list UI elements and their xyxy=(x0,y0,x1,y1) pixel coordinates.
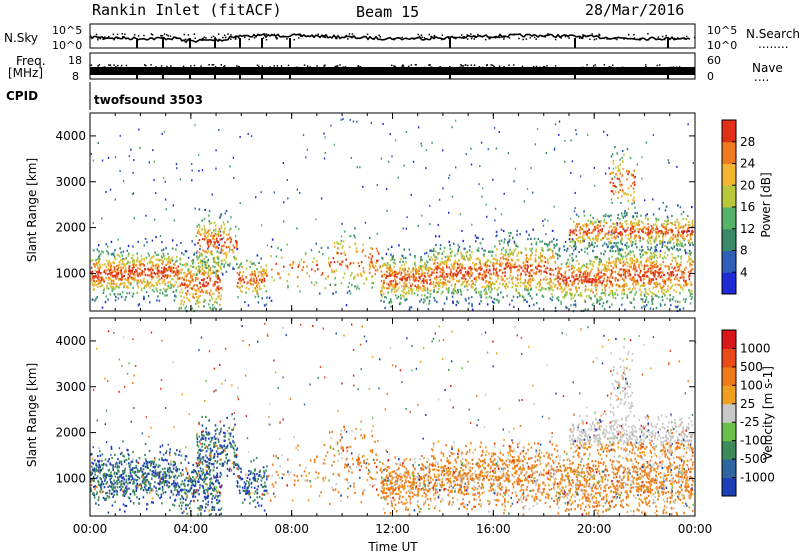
nave-dots: .... xyxy=(754,70,769,84)
beam-label: Beam 15 xyxy=(356,3,419,21)
power-panel: 1000 2000 3000 4000 Slant Range [km] 4 8 12 16… xyxy=(25,112,773,313)
freq-label-line1: Freq. xyxy=(16,54,46,68)
freq-right-top-tick: 60 xyxy=(707,54,721,67)
colorbar-tick-label: 4 xyxy=(740,265,748,279)
freq-right-bottom-tick: 0 xyxy=(707,70,714,83)
colorbar-segment xyxy=(722,385,736,405)
colorbar-tick-label: 28 xyxy=(740,135,755,149)
colorbar-segment xyxy=(722,207,736,230)
freq-trace xyxy=(90,64,695,79)
power-scatter xyxy=(90,118,694,313)
noise-right-top-tick: 10^5 xyxy=(707,24,737,37)
nsky-label: N.Sky xyxy=(4,31,38,45)
colorbar-segment xyxy=(722,272,736,295)
colorbar-tick-label: 1000 xyxy=(740,341,771,355)
freq-panel: Freq. [MHz] 18 8 60 0 Nave .... xyxy=(8,52,783,84)
noise-right-bottom-tick: 10^0 xyxy=(707,39,737,52)
range-tick-label: 4000 xyxy=(55,129,86,143)
colorbar-segment xyxy=(722,440,736,460)
colorbar-tick-label: 100 xyxy=(740,378,763,392)
colorbar-tick-label: 12 xyxy=(740,222,755,236)
colorbar-tick-label: 25 xyxy=(740,397,755,411)
colorbar-tick-label: 8 xyxy=(740,244,748,258)
noise-left-top-tick: 10^5 xyxy=(52,24,82,37)
freq-left-bottom-tick: 8 xyxy=(72,70,79,83)
colorbar-segment xyxy=(722,163,736,186)
noise-left-bottom-tick: 10^0 xyxy=(52,39,82,52)
velocity-ylabel: Slant Range [km] xyxy=(25,363,39,467)
nsearch-label: N.Search xyxy=(746,27,800,41)
time-tick-label: 00:00 xyxy=(678,522,713,536)
velocity-y-ticks: 1000 2000 3000 4000 xyxy=(55,334,695,485)
colorbar-segment xyxy=(722,185,736,208)
colorbar-segment xyxy=(722,141,736,164)
noise-panel: N.Sky 10^5 10^0 10^5 10^0 N.Search .....… xyxy=(4,23,800,52)
velocity-scatter xyxy=(90,322,697,518)
colorbar-segment xyxy=(722,348,736,368)
colorbar-segment xyxy=(722,228,736,251)
range-tick-label: 3000 xyxy=(55,175,86,189)
time-tick-label: 12:00 xyxy=(375,522,410,536)
time-tick-label: 16:00 xyxy=(476,522,511,536)
cpid-row: CPID twofsound 3503 xyxy=(6,82,203,110)
power-y-ticks: 1000 2000 3000 4000 xyxy=(55,129,695,280)
power-cbar-label: Power [dB] xyxy=(759,172,773,237)
range-tick-label: 1000 xyxy=(55,266,86,280)
time-tick-label: 04:00 xyxy=(174,522,209,536)
velocity-panel: 1000 2000 3000 4000 Slant Range [km] 1000 50… xyxy=(25,317,775,518)
freq-left-top-tick: 18 xyxy=(68,54,82,67)
colorbar-segment xyxy=(722,422,736,442)
nsearch-dots: ........ xyxy=(758,37,789,51)
time-axis-label: Time UT xyxy=(367,540,418,554)
range-tick-label: 4000 xyxy=(55,334,86,348)
colorbar-segment xyxy=(722,250,736,273)
velocity-colorbar: 1000 500 100 25 -25 -100 -500 -1000 xyxy=(721,329,775,497)
date-label: 28/Mar/2016 xyxy=(585,1,684,19)
colorbar-tick-label: 24 xyxy=(740,157,755,171)
colorbar-segment xyxy=(722,366,736,386)
colorbar-segment xyxy=(722,403,736,423)
range-tick-label: 1000 xyxy=(55,471,86,485)
cpid-label: CPID xyxy=(6,89,38,103)
time-tick-label: 08:00 xyxy=(274,522,309,536)
power-ylabel: Slant Range [km] xyxy=(25,158,39,262)
colorbar-tick-label: 16 xyxy=(740,200,755,214)
colorbar-tick-label: -100 xyxy=(740,434,767,448)
time-axis: 00:00 04:00 08:00 12:00 16:00 20:00 00:00 xyxy=(73,113,713,536)
colorbar-tick-label: -1000 xyxy=(740,471,775,485)
site-title: Rankin Inlet (fitACF) xyxy=(92,1,282,19)
colorbar-tick-label: -25 xyxy=(740,415,760,429)
colorbar-tick-label: 500 xyxy=(740,360,763,374)
colorbar-tick-label: 20 xyxy=(740,178,755,192)
colorbar-tick-label: -500 xyxy=(740,452,767,466)
range-tick-label: 2000 xyxy=(55,426,86,440)
colorbar-segment xyxy=(722,120,736,143)
time-tick-label: 20:00 xyxy=(577,522,612,536)
nave-label: Nave xyxy=(752,61,783,75)
colorbar-segment xyxy=(722,459,736,479)
power-colorbar: 4 8 12 16 20 24 28 xyxy=(721,119,755,295)
noise-trace xyxy=(89,33,696,48)
freq-label-line2: [MHz] xyxy=(8,66,43,80)
cpid-value: twofsound 3503 xyxy=(94,93,203,107)
range-tick-label: 3000 xyxy=(55,380,86,394)
range-tick-label: 2000 xyxy=(55,221,86,235)
colorbar-segment xyxy=(722,477,736,497)
time-tick-label: 00:00 xyxy=(73,522,108,536)
velocity-cbar-label: Velocity [m s-1] xyxy=(761,366,775,460)
colorbar-segment xyxy=(722,330,736,349)
